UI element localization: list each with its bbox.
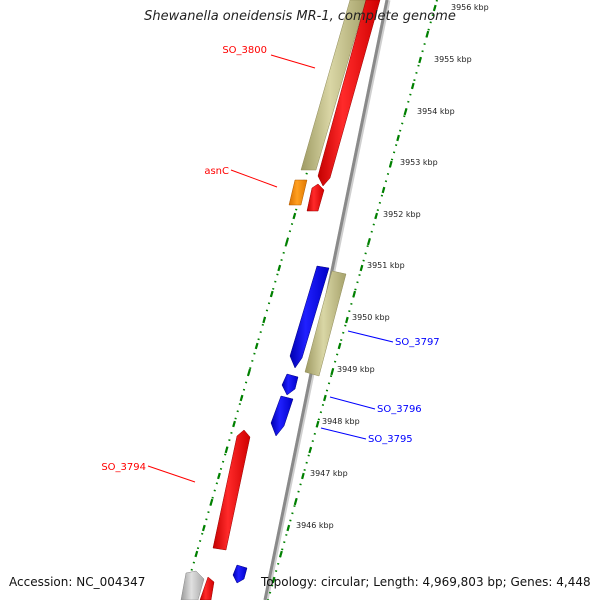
scale-labels: 3956 kbp 3955 kbp 3954 kbp 3953 kbp 3952… (296, 3, 489, 530)
scale-label-3951: 3951 kbp (367, 261, 405, 270)
major-tick-mark (247, 368, 252, 376)
scale-label-3954: 3954 kbp (417, 107, 455, 116)
major-tick-mark (410, 82, 415, 90)
gene-feature-bottom-gray[interactable] (180, 570, 205, 600)
major-tick-mark (403, 108, 408, 116)
gene-feature-so-3800[interactable] (317, 0, 381, 187)
gene-label-so-3797[interactable]: SO_3797 (395, 337, 440, 348)
major-tick-mark (388, 160, 393, 168)
major-tick-mark (279, 550, 283, 558)
major-tick-mark (301, 472, 305, 480)
major-tick-mark (224, 446, 229, 454)
major-tick-mark (315, 420, 320, 428)
gene-feature-asnc-orange[interactable] (288, 179, 308, 206)
major-tick-mark (418, 56, 422, 64)
scale-label-3947: 3947 kbp (310, 469, 348, 478)
major-tick-mark (269, 290, 274, 298)
gene-feature-so-3794[interactable] (212, 429, 251, 551)
major-tick-mark (308, 446, 313, 454)
scale-label-3953: 3953 kbp (400, 158, 438, 167)
major-tick-mark (330, 368, 335, 376)
major-tick-mark (201, 524, 206, 532)
major-tick-mark (359, 264, 364, 272)
scale-label-3952: 3952 kbp (383, 210, 421, 219)
major-tick-mark (232, 420, 236, 428)
scale-label-3946: 3946 kbp (296, 521, 334, 530)
topology-text: Topology: circular; Length: 4,969,803 bp… (261, 575, 591, 589)
major-tick-mark (293, 498, 298, 506)
gene-feature-so-3797[interactable] (289, 265, 330, 369)
gene-feature-asnc[interactable] (306, 183, 325, 212)
scale-label-3949: 3949 kbp (337, 365, 375, 374)
label-leaders (147, 54, 394, 483)
gene-feature-bottom-red[interactable] (199, 576, 215, 600)
major-tick-mark (254, 342, 259, 350)
major-tick-mark (432, 4, 437, 12)
major-tick-mark (239, 394, 244, 402)
scale-label-3956: 3956 kbp (451, 3, 489, 12)
major-tick-mark (286, 524, 291, 532)
scale-label-3955: 3955 kbp (434, 55, 472, 64)
orf-feature-middle[interactable] (304, 270, 347, 377)
major-tick-mark (277, 264, 282, 272)
gene-label-so-3800[interactable]: SO_3800 (222, 45, 267, 56)
major-tick-mark (345, 316, 349, 324)
major-tick-mark (352, 290, 357, 298)
gene-label-so-3796[interactable]: SO_3796 (377, 404, 422, 415)
gene-feature-so-3795[interactable] (270, 395, 294, 437)
gene-features (180, 0, 381, 600)
gene-feature-so-3796[interactable] (281, 373, 299, 396)
major-tick-mark (425, 30, 430, 38)
gene-label-so-3795[interactable]: SO_3795 (368, 434, 413, 445)
major-tick-mark (284, 238, 289, 246)
gene-labels: SO_3800 asnC SO_3794 SO_3797 SO_3796 SO_… (101, 45, 439, 473)
scale-label-3950: 3950 kbp (352, 313, 390, 322)
major-tick-mark (262, 316, 267, 324)
accession-text: Accession: NC_004347 (9, 575, 146, 589)
gene-label-so-3794[interactable]: SO_3794 (101, 462, 146, 473)
major-tick-mark (194, 550, 199, 558)
gene-feature-bottom-blue[interactable] (232, 564, 248, 584)
major-tick-mark (366, 238, 371, 246)
map-title: Shewanella oneidensis MR-1, complete gen… (144, 9, 456, 24)
major-tick-mark (323, 394, 327, 402)
major-tick-mark (271, 576, 276, 584)
major-tick-mark (292, 212, 297, 220)
major-tick-mark (374, 212, 379, 220)
major-tick-mark (381, 186, 386, 194)
orf-feature-top[interactable] (300, 0, 367, 171)
major-tick-mark (209, 498, 214, 506)
major-tick-mark (337, 342, 342, 350)
major-tick-mark (217, 472, 221, 480)
scale-label-3948: 3948 kbp (322, 417, 360, 426)
gene-label-asnc[interactable]: asnC (204, 166, 229, 177)
major-tick-mark (396, 134, 400, 142)
